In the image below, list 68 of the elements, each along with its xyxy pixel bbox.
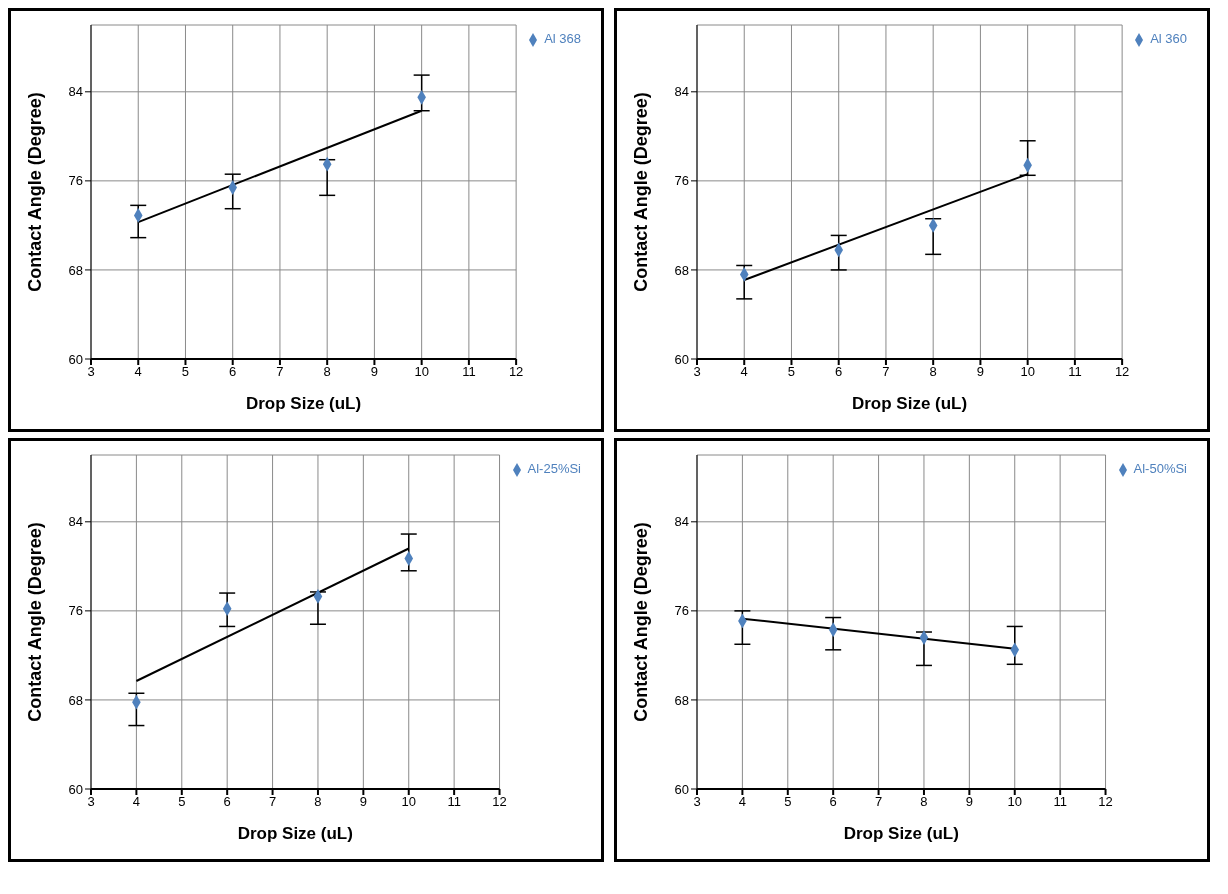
- x-tick-label: 10: [414, 364, 429, 380]
- x-tick-label: 12: [508, 364, 524, 380]
- x-tick-label: 4: [738, 794, 747, 810]
- legend-label: Al-50%Si: [1133, 461, 1187, 476]
- x-tick-label: 6: [835, 364, 843, 380]
- x-tick-label: 3: [87, 794, 95, 810]
- y-axis-title: Contact Angle (Degree): [25, 92, 46, 292]
- y-tick-label: 60: [674, 351, 689, 367]
- legend-label: Al 368: [544, 31, 581, 46]
- y-tick-label: 60: [674, 781, 689, 797]
- y-axis-title: Contact Angle (Degree): [25, 522, 46, 722]
- x-tick-label: 3: [87, 364, 95, 380]
- x-tick-label: 5: [178, 794, 186, 810]
- x-tick-label: 6: [229, 364, 237, 380]
- x-tick-label: 11: [1053, 794, 1067, 810]
- x-axis-title: Drop Size (uL): [245, 394, 362, 413]
- y-tick-label: 76: [674, 603, 689, 619]
- x-tick-label: 7: [882, 364, 890, 380]
- x-tick-label: 10: [1007, 794, 1022, 810]
- y-tick-label: 84: [674, 514, 689, 530]
- y-tick-label: 84: [674, 84, 689, 100]
- x-tick-label: 3: [693, 794, 701, 810]
- x-tick-label: 9: [359, 794, 367, 810]
- x-tick-label: 5: [784, 794, 792, 810]
- x-tick-label: 5: [787, 364, 796, 380]
- x-tick-label: 3: [693, 364, 701, 380]
- y-tick-label: 76: [674, 173, 689, 189]
- x-tick-label: 4: [740, 364, 748, 380]
- x-tick-label: 8: [323, 364, 331, 380]
- x-tick-label: 5: [181, 364, 190, 380]
- y-tick-label: 84: [68, 84, 83, 100]
- y-axis-title: Contact Angle (Degree): [631, 92, 652, 292]
- x-tick-label: 9: [976, 364, 985, 380]
- x-tick-label: 4: [134, 364, 142, 380]
- x-tick-label: 12: [1098, 794, 1113, 810]
- x-axis-title: Drop Size (uL): [237, 824, 353, 843]
- x-axis-title: Drop Size (uL): [843, 824, 959, 843]
- y-tick-label: 68: [674, 262, 689, 278]
- x-tick-label: 10: [1020, 364, 1035, 380]
- x-tick-label: 9: [370, 364, 379, 380]
- x-tick-label: 7: [276, 364, 284, 380]
- x-tick-label: 7: [874, 794, 883, 810]
- x-axis-title: Drop Size (uL): [851, 394, 968, 413]
- y-tick-label: 68: [68, 262, 83, 278]
- x-tick-label: 11: [462, 364, 476, 380]
- y-tick-label: 60: [68, 781, 83, 797]
- y-tick-label: 68: [674, 692, 689, 708]
- y-tick-label: 68: [68, 692, 83, 708]
- y-tick-label: 60: [68, 351, 83, 367]
- y-tick-label: 76: [68, 173, 83, 189]
- x-tick-label: 8: [314, 794, 322, 810]
- x-tick-label: 7: [268, 794, 277, 810]
- x-tick-label: 11: [1068, 364, 1082, 380]
- y-tick-label: 76: [68, 603, 83, 619]
- x-tick-label: 4: [132, 794, 141, 810]
- legend-label: Al 360: [1150, 31, 1187, 46]
- x-tick-label: 8: [929, 364, 937, 380]
- x-tick-label: 9: [965, 794, 973, 810]
- legend-label: Al-25%Si: [527, 461, 581, 476]
- x-tick-label: 12: [1114, 364, 1130, 380]
- x-tick-label: 6: [829, 794, 837, 810]
- x-tick-label: 8: [920, 794, 928, 810]
- x-tick-label: 11: [447, 794, 461, 810]
- x-tick-label: 10: [401, 794, 416, 810]
- x-tick-label: 12: [492, 794, 507, 810]
- y-tick-label: 84: [68, 514, 83, 530]
- y-axis-title: Contact Angle (Degree): [631, 522, 652, 722]
- x-tick-label: 6: [223, 794, 231, 810]
